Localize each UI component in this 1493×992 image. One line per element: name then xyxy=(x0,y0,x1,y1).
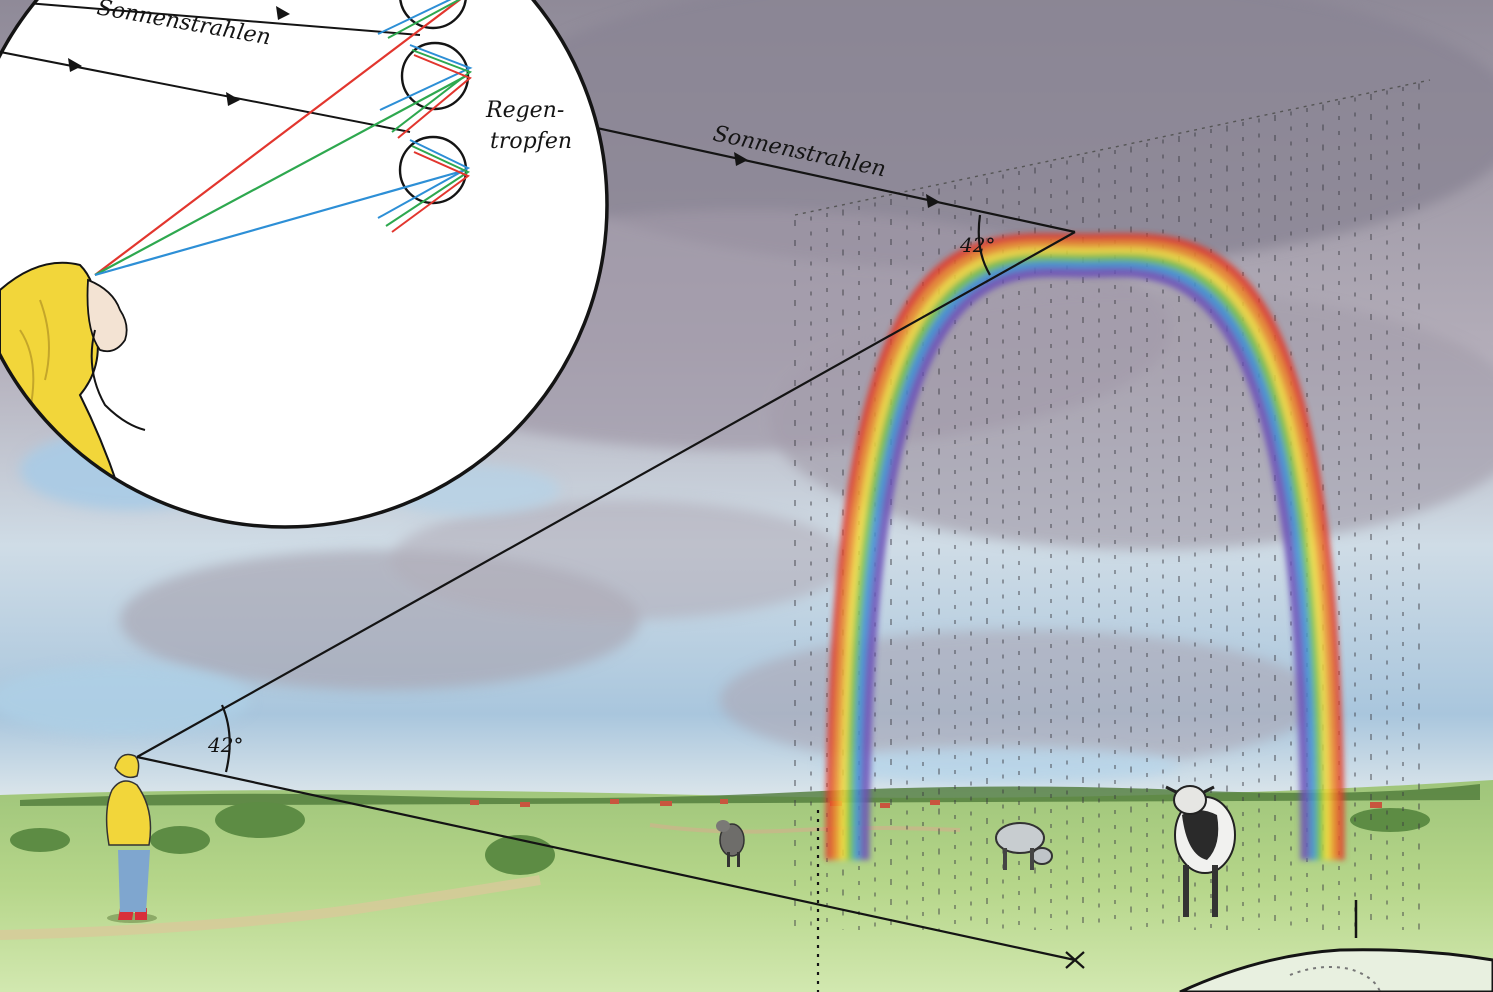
ray-arrowheads xyxy=(734,152,940,208)
angle-label-observer: 42° xyxy=(207,733,243,757)
observer-child xyxy=(105,753,157,923)
rainbow-band xyxy=(853,261,1317,861)
rainbow xyxy=(825,233,1345,861)
dirt-path xyxy=(0,875,541,940)
inset-magnifier: Sonnenstrahlen Regen- tropfen xyxy=(0,0,609,529)
cow-grazing xyxy=(995,822,1053,870)
angle-label-rainbow: 42° xyxy=(959,233,995,257)
distant-tree-line xyxy=(20,784,1480,806)
rainbow-band xyxy=(860,268,1310,861)
construction-lines xyxy=(136,118,1085,992)
raindrops-label-line1: Regen- xyxy=(485,98,564,123)
cow-distant xyxy=(716,820,745,867)
blue-ray xyxy=(94,168,467,277)
second-inset-partial xyxy=(1179,900,1493,992)
raindrops-label-line2: tropfen xyxy=(490,129,572,154)
rainbow-band xyxy=(846,254,1324,861)
green-ray xyxy=(94,75,467,276)
rainbow-band xyxy=(825,233,1345,861)
rainbow-band xyxy=(839,247,1331,861)
antisolar-cross xyxy=(1065,951,1085,969)
angle-arc-rainbow xyxy=(977,214,991,276)
bushes xyxy=(10,802,1430,875)
angle-arc-observer xyxy=(220,704,231,773)
sightline-to-rainbow-top xyxy=(136,231,1076,758)
sunray-main xyxy=(559,118,1076,234)
rainbow-band xyxy=(832,240,1338,861)
red-ray xyxy=(94,0,467,276)
raindrop-1 xyxy=(398,0,468,30)
meadow xyxy=(0,780,1493,992)
shadow-line-antisolar xyxy=(136,755,1076,962)
cow-black-white xyxy=(1165,785,1236,917)
stream xyxy=(649,823,961,834)
